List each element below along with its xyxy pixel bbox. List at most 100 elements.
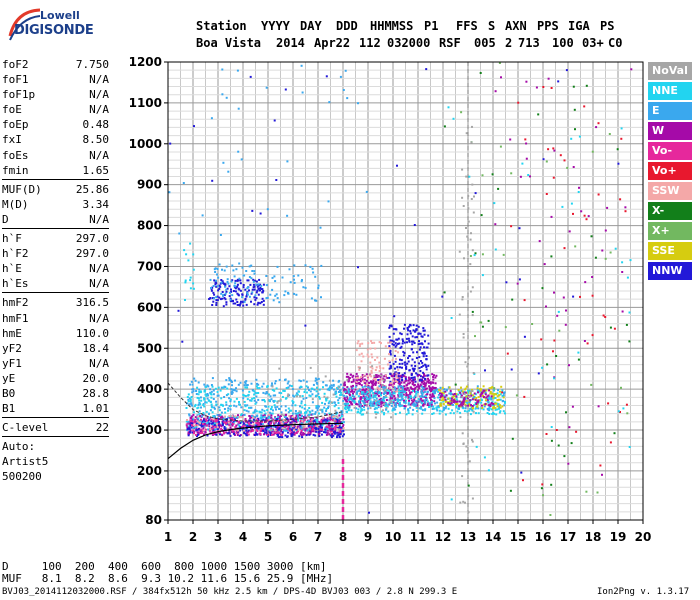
echo-point-e	[293, 264, 296, 267]
echo-point-nnw	[274, 425, 277, 428]
echo-point-ssw	[268, 413, 271, 416]
echo-point-nne	[238, 424, 241, 427]
echo-point-nne	[196, 396, 199, 399]
echo-point-nne	[356, 390, 359, 393]
echo-point-e	[255, 283, 258, 286]
header-label-pps: PPS	[537, 19, 559, 33]
echo-point-ssw	[274, 429, 277, 432]
echo-point-nne	[398, 399, 401, 402]
echo-point-w	[317, 420, 320, 423]
echo-point-nnw	[208, 422, 211, 425]
echo-point-e	[195, 390, 198, 392]
echo-point-ssw	[237, 429, 240, 432]
echo-point-e	[238, 262, 241, 265]
echo-point-e	[221, 268, 223, 271]
echo-point-ssw	[281, 427, 284, 430]
echo-point-e	[274, 380, 277, 383]
echo-point-e	[194, 379, 197, 382]
echo-point-w	[259, 422, 262, 424]
echo-point-nnw	[254, 298, 257, 301]
echo-point-e	[288, 427, 291, 430]
echo-point-nne	[420, 407, 423, 410]
echo-point-e	[194, 426, 197, 429]
echo-point-nne	[300, 402, 303, 405]
echo-point-nne	[401, 394, 404, 397]
echo-point-w	[215, 421, 218, 424]
echo-point-vo-	[224, 421, 227, 424]
echo-point-nnw	[339, 427, 342, 429]
echo-point-nnw	[233, 286, 236, 289]
echo-point-ssw	[370, 353, 373, 356]
echo-point-e	[291, 412, 294, 415]
echo-point-w	[244, 423, 247, 426]
echo-point-ssw	[357, 376, 360, 379]
echo-point-e	[272, 400, 275, 403]
echo-point-nne	[462, 407, 465, 410]
echo-point-ssw	[383, 387, 386, 390]
echo-point-nne	[404, 390, 406, 393]
echo-point-e	[344, 402, 347, 405]
echo-point-nnw	[242, 301, 244, 304]
echo-point-w	[322, 416, 325, 419]
echo-point-nnw	[418, 379, 421, 382]
echo-point-sse	[440, 404, 443, 407]
x-tick-label: 2	[189, 530, 197, 544]
echo-point-nnw	[215, 282, 218, 285]
echo-point-nne	[413, 404, 416, 407]
echo-point-noval	[270, 428, 273, 431]
echo-point-ssw	[328, 415, 331, 417]
echo-point-e	[317, 287, 320, 289]
echo-point-e	[214, 422, 217, 424]
echo-point-w	[357, 378, 360, 381]
echo-point-nnw	[226, 432, 229, 435]
echo-point-ssw	[292, 422, 295, 425]
echo-point-nnw	[215, 299, 218, 302]
echo-point-nnw	[392, 343, 395, 346]
echo-point-vo-	[279, 419, 282, 422]
echo-point-nnw	[397, 342, 399, 345]
echo-point-nnw	[224, 298, 227, 301]
echo-point-noval	[326, 396, 329, 399]
echo-point-vo-	[555, 429, 558, 431]
echo-point-nne	[468, 389, 471, 392]
x-tick-label: 18	[585, 530, 602, 544]
echo-point-w	[423, 381, 426, 384]
echo-point-nnw	[408, 369, 411, 372]
echo-point-noval	[461, 432, 464, 435]
echo-point-nnw	[425, 355, 428, 357]
echo-point-nne	[240, 421, 243, 424]
echo-point-nnw	[225, 418, 228, 421]
echo-point-w	[470, 394, 473, 397]
echo-point-nne	[266, 385, 269, 388]
echo-point-e	[292, 394, 295, 397]
echo-point-nne	[286, 387, 289, 390]
echo-point-nne	[239, 403, 241, 406]
echo-point-e	[420, 406, 423, 408]
echo-point-x-	[487, 319, 490, 322]
echo-point-ssw	[382, 367, 385, 370]
echo-point-ssw	[263, 425, 265, 428]
echo-point-nnw	[238, 434, 241, 437]
echo-point-e	[465, 396, 467, 399]
echo-point-e	[368, 386, 371, 389]
echo-point-w	[276, 427, 279, 430]
echo-point-nnw	[427, 334, 430, 337]
echo-point-nne	[273, 399, 276, 402]
echo-point-nne	[247, 393, 250, 396]
echo-point-ssw	[388, 360, 391, 363]
echo-point-nne	[483, 404, 486, 407]
echo-point-w	[432, 381, 435, 384]
echo-point-nnw	[262, 418, 265, 421]
echo-point-e	[391, 392, 394, 395]
echo-point-w	[455, 395, 458, 398]
echo-point-nnw	[277, 436, 280, 439]
echo-point-e	[247, 394, 250, 397]
echo-point-w	[406, 387, 409, 390]
echo-point-vo-	[231, 430, 234, 433]
echo-point-nne	[198, 391, 201, 394]
echo-point-nne	[235, 397, 238, 400]
echo-point-w	[193, 430, 196, 433]
echo-point-w	[408, 378, 411, 381]
echo-point-ssw	[266, 424, 269, 427]
echo-point-w	[213, 416, 216, 419]
